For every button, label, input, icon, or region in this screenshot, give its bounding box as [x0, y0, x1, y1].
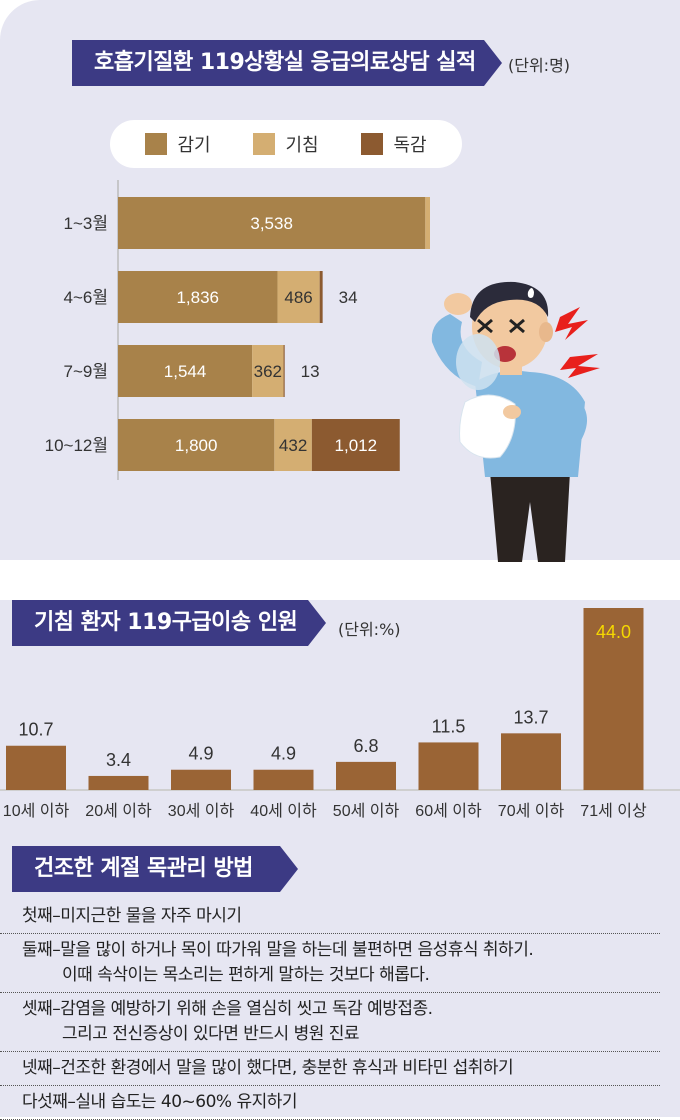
row-label: 4~6월 — [64, 288, 108, 307]
age-category-label: 71세 이상 — [580, 802, 647, 820]
age-bar — [171, 770, 231, 790]
sneezing-man-illustration — [420, 262, 620, 562]
tip-continuation: 이때 속삭이는 목소리는 편하게 말하는 것보다 해롭다. — [22, 963, 660, 988]
legend-swatch-cough — [253, 133, 275, 155]
tip-continuation: 그리고 전신증상이 있다면 반드시 병원 진료 — [22, 1022, 660, 1047]
consultation-title: 호흡기질환 119상황실 응급의료상담 실적 — [72, 40, 484, 86]
age-bar — [89, 776, 149, 790]
bar-value-label: 486 — [284, 288, 312, 307]
throat-care-title: 건조한 계절 목관리 방법 — [12, 846, 280, 892]
age-bar-chart: 10.7 10세 이하 3.4 20세 이하 4.9 30세 이하 4.9 40세 이하 6.8… — [0, 600, 680, 830]
tip-text: 둘째–말을 많이 하거나 목이 따가워 말을 하는데 불편하면 음성휴식 취하기… — [22, 940, 533, 960]
tip-text: 다섯째–실내 습도는 40~60% 유지하기 — [22, 1092, 297, 1112]
age-category-label: 30세 이하 — [168, 802, 235, 820]
throat-care-tips: 첫째–미지근한 물을 자주 마시기 둘째–말을 많이 하거나 목이 따가워 말을… — [0, 900, 660, 1120]
bar-value-label: 1,836 — [176, 288, 219, 307]
age-bar-value: 4.9 — [271, 744, 296, 764]
legend-item-cold: 감기 — [145, 131, 210, 157]
age-bar-value: 44.0 — [596, 622, 631, 642]
tip-item: 넷째–건조한 환경에서 말을 많이 했다면, 충분한 휴식과 비타민 섭취하기 — [0, 1052, 660, 1086]
age-bar — [336, 762, 396, 790]
age-bar-value: 3.4 — [106, 750, 131, 770]
bar-value-label: 1,800 — [175, 436, 218, 455]
age-category-label: 70세 이하 — [498, 802, 565, 820]
bar-segment-flu — [284, 345, 285, 397]
age-category-label: 10세 이하 — [3, 802, 70, 820]
age-bar-value: 11.5 — [432, 716, 466, 736]
age-bar-value: 10.7 — [18, 720, 53, 740]
consultation-stacked-bar-chart: 1~3월3,5384331,3484~6월1,836486347~9월1,544… — [0, 175, 430, 485]
age-bar — [419, 742, 479, 790]
age-bar — [501, 733, 561, 790]
lightning-icon — [555, 307, 600, 378]
legend-item-cough: 기침 — [253, 131, 318, 157]
age-bar — [254, 770, 314, 790]
bar-value-label: 362 — [254, 362, 282, 381]
age-bar-value: 4.9 — [188, 744, 213, 764]
age-bar-value: 6.8 — [353, 736, 378, 756]
age-category-label: 50세 이하 — [333, 802, 400, 820]
legend-label-flu: 독감 — [393, 131, 426, 157]
age-category-label: 60세 이하 — [415, 802, 482, 820]
tip-text: 첫째–미지근한 물을 자주 마시기 — [22, 906, 242, 926]
bar-segment-flu — [320, 271, 323, 323]
age-category-label: 20세 이하 — [85, 802, 152, 820]
tip-item: 첫째–미지근한 물을 자주 마시기 — [0, 900, 660, 934]
bar-value-label: 13 — [301, 362, 320, 381]
legend-swatch-cold — [145, 133, 167, 155]
age-bar-value: 13.7 — [513, 707, 548, 727]
legend-label-cough: 기침 — [285, 131, 318, 157]
age-bar — [6, 746, 66, 790]
legend-item-flu: 독감 — [361, 131, 426, 157]
tip-item: 다섯째–실내 습도는 40~60% 유지하기 — [0, 1086, 660, 1120]
chart-legend: 감기 기침 독감 — [110, 120, 462, 168]
tip-item: 셋째–감염을 예방하기 위해 손을 열심히 씻고 독감 예방접종. 그리고 전신… — [0, 993, 660, 1052]
row-label: 10~12월 — [45, 436, 108, 455]
age-category-label: 40세 이하 — [250, 802, 317, 820]
bar-value-label: 1,012 — [335, 436, 378, 455]
bar-value-label: 3,538 — [250, 214, 293, 233]
bar-value-label: 432 — [279, 436, 307, 455]
bar-value-label: 34 — [339, 288, 358, 307]
legend-label-cold: 감기 — [177, 131, 210, 157]
tip-item: 둘째–말을 많이 하거나 목이 따가워 말을 하는데 불편하면 음성휴식 취하기… — [0, 934, 660, 993]
tip-text: 넷째–건조한 환경에서 말을 많이 했다면, 충분한 휴식과 비타민 섭취하기 — [22, 1058, 513, 1078]
row-label: 1~3월 — [64, 214, 108, 233]
bar-value-label: 1,544 — [164, 362, 207, 381]
tip-text: 셋째–감염을 예방하기 위해 손을 열심히 씻고 독감 예방접종. — [22, 999, 433, 1019]
legend-swatch-flu — [361, 133, 383, 155]
consultation-unit: (단위:명) — [508, 52, 570, 76]
row-label: 7~9월 — [64, 362, 108, 381]
